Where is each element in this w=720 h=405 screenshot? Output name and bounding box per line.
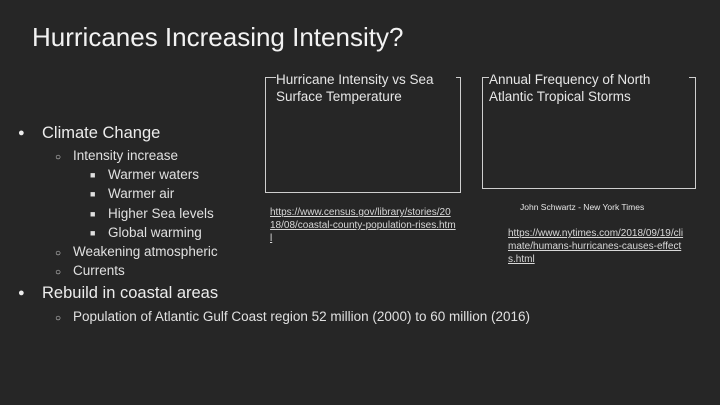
bullet-square-icon: ■ — [90, 228, 96, 238]
bullet-circle-icon: ○ — [55, 152, 62, 163]
bullet-intensity-increase: ○ Intensity increase — [55, 148, 179, 163]
bullet-warmer-waters: ■ Warmer waters — [90, 167, 200, 182]
bullet-warmer-air: ■ Warmer air — [90, 186, 175, 201]
bullet-rebuild: ● Rebuild in coastal areas — [18, 284, 219, 302]
bullet-dot-icon: ● — [18, 127, 25, 139]
bullet-square-icon: ■ — [90, 209, 96, 219]
bullet-circle-icon: ○ — [55, 313, 62, 324]
slide-title: Hurricanes Increasing Intensity? — [32, 22, 404, 52]
bullet-weakening-atmospheric: ○ Weakening atmospheric — [55, 244, 218, 259]
bullet-climate-change: ● Climate Change — [18, 124, 161, 142]
image-caption-hurricane-intensity: Hurricane Intensity vs Sea Surface Tempe… — [276, 71, 456, 105]
census-source-link[interactable]: https://www.census.gov/library/stories/2… — [270, 207, 456, 244]
bullet-currents: ○ Currents — [55, 263, 125, 278]
bullet-circle-icon: ○ — [55, 267, 62, 278]
image-caption-tropical-storms: Annual Frequency of North Atlantic Tropi… — [489, 71, 689, 105]
bullet-square-icon: ■ — [90, 170, 96, 180]
image-credit: John Schwartz - New York Times — [520, 202, 645, 212]
bullet-population: ○ Population of Atlantic Gulf Coast regio… — [55, 309, 531, 324]
bullet-circle-icon: ○ — [55, 248, 62, 259]
bullet-higher-sea-levels: ■ Higher Sea levels — [90, 206, 214, 221]
bullet-dot-icon: ● — [18, 287, 25, 299]
nytimes-source-link[interactable]: https://www.nytimes.com/2018/09/19/clima… — [508, 228, 684, 265]
bullet-square-icon: ■ — [90, 189, 96, 199]
bullet-global-warming: ■ Global warming — [90, 225, 202, 240]
